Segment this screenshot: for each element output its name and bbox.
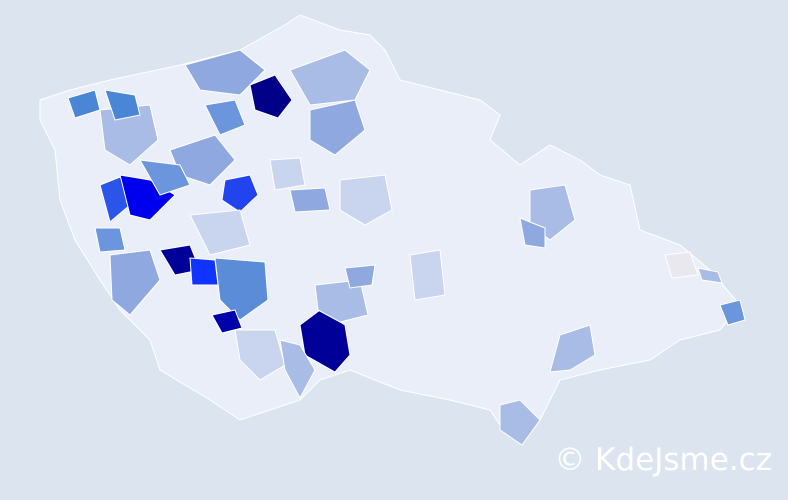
district [549, 324, 596, 373]
district [269, 157, 306, 191]
district [184, 49, 266, 96]
district [499, 399, 541, 446]
district [94, 227, 126, 253]
district [289, 187, 331, 213]
district [409, 249, 446, 301]
district [344, 264, 376, 289]
district [664, 251, 699, 279]
district [289, 49, 371, 106]
district [719, 299, 746, 326]
district [119, 174, 176, 221]
district [279, 339, 316, 400]
district [109, 249, 161, 316]
district [67, 89, 101, 119]
district [519, 217, 546, 249]
district [221, 174, 259, 213]
districts [67, 49, 746, 446]
district [189, 257, 219, 286]
district [697, 267, 723, 284]
district [204, 99, 246, 136]
district [211, 309, 243, 334]
district [234, 329, 286, 381]
district [214, 257, 269, 321]
district [104, 89, 141, 121]
district [309, 99, 366, 156]
watermark: © KdeJsme.cz [554, 442, 772, 478]
district [139, 159, 191, 196]
district [249, 74, 293, 119]
district [189, 209, 251, 256]
district [339, 174, 393, 226]
